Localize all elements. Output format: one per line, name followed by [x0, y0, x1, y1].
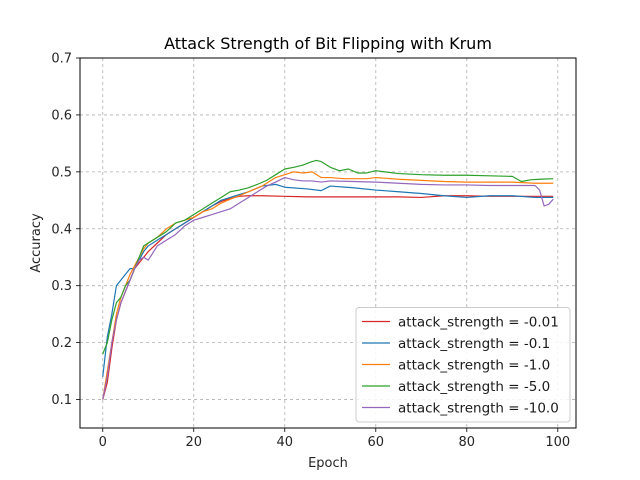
series-line-5	[102, 176, 554, 400]
series-line-4	[102, 159, 554, 355]
chart-title: Attack Strength of Bit Flipping with Kru…	[164, 34, 492, 53]
x-tick-label: 60	[368, 435, 385, 450]
series-line-2	[102, 183, 554, 377]
x-tick-label: 0	[99, 435, 107, 450]
x-tick-label: 20	[185, 435, 202, 450]
y-tick-label: 0.2	[51, 336, 72, 351]
x-tick-label: 80	[459, 435, 476, 450]
y-tick-label: 0.3	[51, 279, 72, 294]
axis-ticks: 0 20 40 60 80 100 0.1 0.2 0.3 0.4 0.5 0.6 0.7	[51, 52, 570, 451]
legend-box	[355, 307, 571, 423]
legend-entry: attack_strength = -0.1	[398, 336, 550, 352]
y-tick-label: 0.5	[51, 165, 72, 180]
y-tick-label: 0.7	[51, 52, 72, 67]
plot-frame	[79, 57, 577, 429]
x-tick-label: 100	[545, 435, 570, 450]
legend-entry: attack_strength = -5.0	[398, 379, 550, 395]
x-tick-label: 40	[276, 435, 293, 450]
legend-entry: attack_strength = -10.0	[398, 401, 559, 417]
legend-entry: attack_strength = -1.0	[398, 358, 550, 374]
legend-entry: attack_strength = -0.01	[398, 315, 559, 331]
legend: attack_strength = -0.01 attack_strength =…	[355, 307, 571, 423]
series-line-3	[102, 171, 554, 400]
series-lines	[102, 159, 554, 400]
y-tick-label: 0.6	[51, 108, 72, 123]
y-tick-label: 0.1	[51, 393, 72, 408]
y-tick-label: 0.4	[51, 222, 72, 237]
y-axis-label: Accuracy	[29, 213, 44, 273]
x-axis-label: Epoch	[308, 456, 348, 471]
